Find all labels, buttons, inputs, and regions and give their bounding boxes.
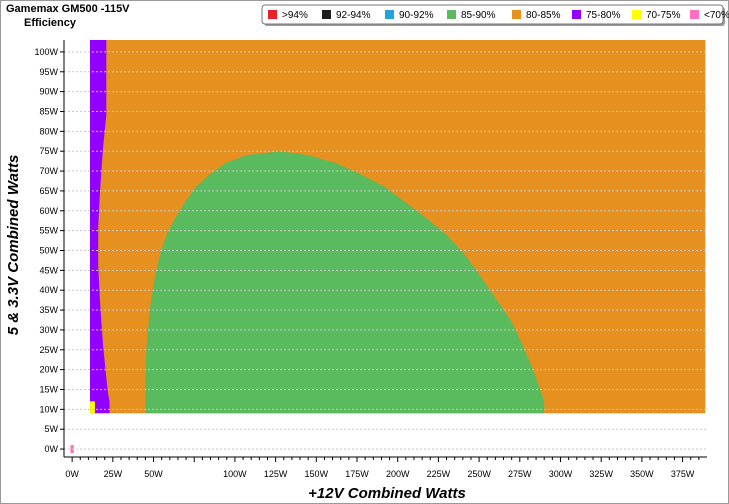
x-tick-label: 250W <box>467 469 491 479</box>
chart-title: Gamemax GM500 -115V <box>6 3 130 15</box>
y-tick-label: 80W <box>39 126 58 136</box>
legend-label: <70% <box>704 10 729 21</box>
x-tick-label: 100W <box>223 469 247 479</box>
region-75-80 <box>90 40 110 414</box>
y-tick-label: 100W <box>34 47 58 57</box>
x-tick-label: 50W <box>144 469 163 479</box>
x-tick-label: 200W <box>386 469 410 479</box>
x-tick-label: 375W <box>671 469 695 479</box>
y-tick-label: 35W <box>39 305 58 315</box>
region-70-75 <box>90 401 95 414</box>
x-tick-label: 275W <box>508 469 532 479</box>
axes <box>60 40 707 462</box>
legend-swatch <box>447 10 456 19</box>
y-tick-label: 10W <box>39 404 58 414</box>
legend-label: 75-80% <box>586 10 621 21</box>
y-tick-label: 85W <box>39 106 58 116</box>
x-axis-title: +12V Combined Watts <box>308 485 466 502</box>
region-85-90 <box>145 151 545 414</box>
x-tick-label: 25W <box>104 469 123 479</box>
gridlines <box>64 51 707 450</box>
legend-label: 90-92% <box>399 10 434 21</box>
y-tick-label: 25W <box>39 345 58 355</box>
y-tick-label: 40W <box>39 285 58 295</box>
y-axis-ticks: 0W 5W 10W 15W 20W 25W 30W 35W 40W 45W 50W 55W 60W 65W… <box>34 47 58 454</box>
legend-swatch <box>268 10 277 19</box>
legend-swatch <box>385 10 394 19</box>
x-tick-label: 175W <box>345 469 369 479</box>
x-tick-label: 150W <box>305 469 329 479</box>
legend-swatch <box>512 10 521 19</box>
legend-label: >94% <box>282 10 308 21</box>
y-tick-label: 70W <box>39 166 58 176</box>
legend: >94% 92-94% 90-92% 85-90% 80-85% 75-80% 70-75%… <box>261 4 729 26</box>
y-tick-label: 0W <box>45 444 59 454</box>
y-tick-label: 90W <box>39 87 58 97</box>
efficiency-regions <box>70 40 706 454</box>
x-tick-label: 350W <box>630 469 654 479</box>
legend-swatch <box>632 10 641 19</box>
y-tick-label: 50W <box>39 245 58 255</box>
legend-box <box>261 4 724 25</box>
x-tick-label: 225W <box>427 469 451 479</box>
x-tick-label: 325W <box>589 469 613 479</box>
y-axis-title: 5 & 3.3V Combined Watts <box>5 155 22 336</box>
x-tick-label: 300W <box>549 469 573 479</box>
y-tick-label: 45W <box>39 265 58 275</box>
chart-subtitle: Efficiency <box>24 17 77 29</box>
legend-swatch <box>322 10 331 19</box>
y-tick-label: 75W <box>39 146 58 156</box>
y-tick-label: 55W <box>39 226 58 236</box>
y-tick-label: 65W <box>39 186 58 196</box>
legend-swatch <box>572 10 581 19</box>
legend-label: 70-75% <box>646 10 681 21</box>
x-tick-label: 125W <box>264 469 288 479</box>
y-tick-label: 20W <box>39 365 58 375</box>
legend-label: 92-94% <box>336 10 371 21</box>
legend-swatch <box>690 10 699 19</box>
legend-label: 85-90% <box>461 10 496 21</box>
y-tick-label: 60W <box>39 206 58 216</box>
y-tick-label: 5W <box>45 424 59 434</box>
y-tick-label: 15W <box>39 384 58 394</box>
y-tick-label: 30W <box>39 325 58 335</box>
y-tick-label: 95W <box>39 67 58 77</box>
legend-label: 80-85% <box>526 10 561 21</box>
x-tick-label: 0W <box>65 469 79 479</box>
x-axis-ticks: 0W 25W 50W 100W 125W 150W 175W 200W 225W 250W 275W… <box>65 469 694 479</box>
